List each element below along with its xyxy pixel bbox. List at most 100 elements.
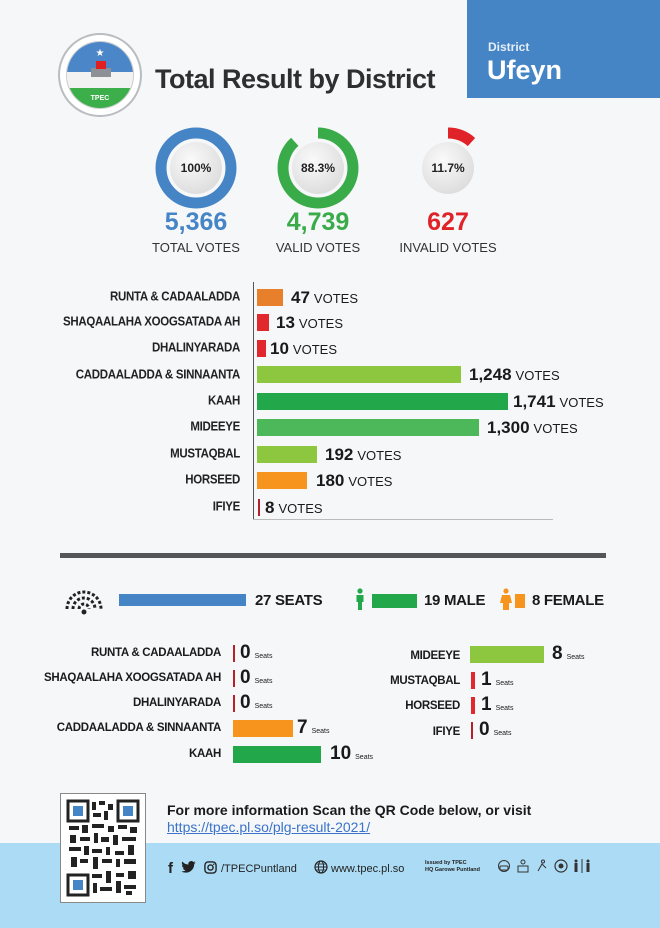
total-votes-label: TOTAL VOTES xyxy=(152,240,240,255)
seat-bar xyxy=(233,695,235,712)
health-icons xyxy=(497,859,591,873)
vote-bar xyxy=(258,499,260,516)
male-seats-value: 19 MALE xyxy=(424,592,486,609)
issued-line-1: Issued by TPEC xyxy=(425,860,467,866)
invalid-votes-value: 627 xyxy=(427,208,469,236)
vote-row-label: RUNTA & CADAALADDA xyxy=(109,290,240,304)
seat-row-label: MIDEEYE xyxy=(410,650,460,662)
vote-bar xyxy=(257,393,508,410)
seat-value: 0 Seats xyxy=(240,642,273,663)
male-icon xyxy=(355,588,365,615)
seat-value: 10 Seats xyxy=(330,743,374,764)
tpec-logo: ★ TPEC xyxy=(58,33,142,117)
vote-bar xyxy=(257,446,317,463)
vote-row-label: HORSEED xyxy=(185,473,240,487)
info-text: For more information Scan the QR Code be… xyxy=(167,802,532,818)
vote-row-label: CADDAALADDA & SINNAANTA xyxy=(75,368,241,382)
district-label: District xyxy=(488,40,530,54)
vote-value: 180 VOTES xyxy=(316,471,393,490)
vote-row-label: IFIYE xyxy=(212,500,241,514)
vote-row-label: DHALINYARADA xyxy=(152,341,240,355)
ballot-box-icon xyxy=(91,68,111,77)
total-votes-donut: 100% xyxy=(154,126,238,210)
seat-row-label: DHALINYARADA xyxy=(133,697,221,709)
seat-value: 0 Seats xyxy=(240,667,273,688)
vote-value: 13 VOTES xyxy=(276,313,343,332)
total-seats-bar xyxy=(119,594,246,606)
seat-value: 1 Seats xyxy=(481,694,514,715)
seat-value: 1 Seats xyxy=(481,669,514,690)
vote-bar xyxy=(257,366,461,383)
vote-bar xyxy=(257,289,283,306)
sneeze-icon xyxy=(537,859,547,872)
parliament-icon xyxy=(64,587,104,620)
qr-code[interactable] xyxy=(60,793,146,903)
website-text: www.tpec.pl.so xyxy=(331,862,405,875)
seat-value: 0 Seats xyxy=(240,692,273,713)
seat-row-label: CADDAALADDA & SINNAANTA xyxy=(56,722,222,734)
seat-row-label: MUSTAQBAL xyxy=(390,675,460,687)
seat-bar xyxy=(233,720,293,737)
star-icon: ★ xyxy=(95,48,105,59)
seat-row-label: KAAH xyxy=(188,748,221,760)
valid-votes-value: 4,739 xyxy=(286,208,350,236)
votes-chart-baseline xyxy=(253,519,553,520)
seat-bar xyxy=(233,645,235,662)
issued-by: Issued by TPEC HQ Garowe Puntland xyxy=(425,860,480,873)
logo-emblem: ★ TPEC xyxy=(66,41,134,109)
website-link[interactable]: www.tpec.pl.so xyxy=(314,860,404,877)
vote-bar xyxy=(257,314,269,331)
vote-value: 1,248 VOTES xyxy=(469,365,560,384)
invalid-votes-pct: 11.7% xyxy=(422,142,474,194)
globe-icon xyxy=(314,860,328,877)
vote-value: 192 VOTES xyxy=(325,445,402,464)
seat-value: 7 Seats xyxy=(297,717,330,738)
district-badge: District Ufeyn xyxy=(467,0,660,98)
vote-value: 1,300 VOTES xyxy=(487,418,578,437)
facebook-icon[interactable]: f xyxy=(168,860,173,877)
handwash-icon xyxy=(517,859,529,873)
twitter-icon[interactable] xyxy=(181,861,196,876)
total-seats-value: 27 SEATS xyxy=(255,592,323,609)
issued-line-2: HQ Garowe Puntland xyxy=(425,866,481,873)
seat-value: 8 Seats xyxy=(552,643,585,664)
mask-icon xyxy=(498,860,510,872)
invalid-votes-label: INVALID VOTES xyxy=(399,240,497,255)
seat-bar xyxy=(471,697,475,714)
seat-bar xyxy=(471,672,475,689)
female-seats-value: 8 FEMALE xyxy=(532,592,604,609)
vote-row-label: SHAQAALAHA XOOGSATADA AH xyxy=(62,315,240,329)
section-divider xyxy=(60,553,606,558)
ballot-icon xyxy=(96,61,106,69)
district-name: Ufeyn xyxy=(487,55,563,85)
vote-value: 10 VOTES xyxy=(270,339,337,358)
vote-value: 47 VOTES xyxy=(291,288,358,307)
seat-bar xyxy=(233,746,321,763)
invalid-votes-donut: 11.7% xyxy=(406,126,490,210)
instagram-icon[interactable] xyxy=(204,860,217,877)
votes-chart-axis xyxy=(253,282,254,520)
total-votes-value: 5,366 xyxy=(164,208,228,236)
seat-bar xyxy=(470,646,544,663)
social-handle[interactable]: /TPECPuntland xyxy=(221,862,297,875)
valid-votes-label: VALID VOTES xyxy=(275,240,361,255)
no-touch-icon xyxy=(554,859,568,873)
seat-row-label: SHAQAALAHA XOOGSATADA AH xyxy=(43,672,221,684)
valid-votes-donut: 88.3% xyxy=(276,126,360,210)
seat-bar xyxy=(471,722,473,739)
vote-row-label: MIDEEYE xyxy=(190,420,240,434)
results-link[interactable]: https://tpec.pl.so/plg-result-2021/ xyxy=(167,819,371,835)
female-seats-bar xyxy=(515,594,525,608)
valid-votes-pct: 88.3% xyxy=(292,142,344,194)
vote-value: 1,741 VOTES xyxy=(513,392,604,411)
male-seats-bar xyxy=(372,594,417,608)
seat-row-label: RUNTA & CADAALADDA xyxy=(90,647,221,659)
vote-row-label: MUSTAQBAL xyxy=(170,447,240,461)
seat-value: 0 Seats xyxy=(479,719,512,740)
vote-bar xyxy=(257,472,307,489)
social-links: f /TPECPuntland xyxy=(168,860,297,877)
distance-icon xyxy=(574,859,590,873)
seat-bar xyxy=(233,670,235,687)
total-votes-pct: 100% xyxy=(170,142,222,194)
vote-bar xyxy=(257,340,266,357)
